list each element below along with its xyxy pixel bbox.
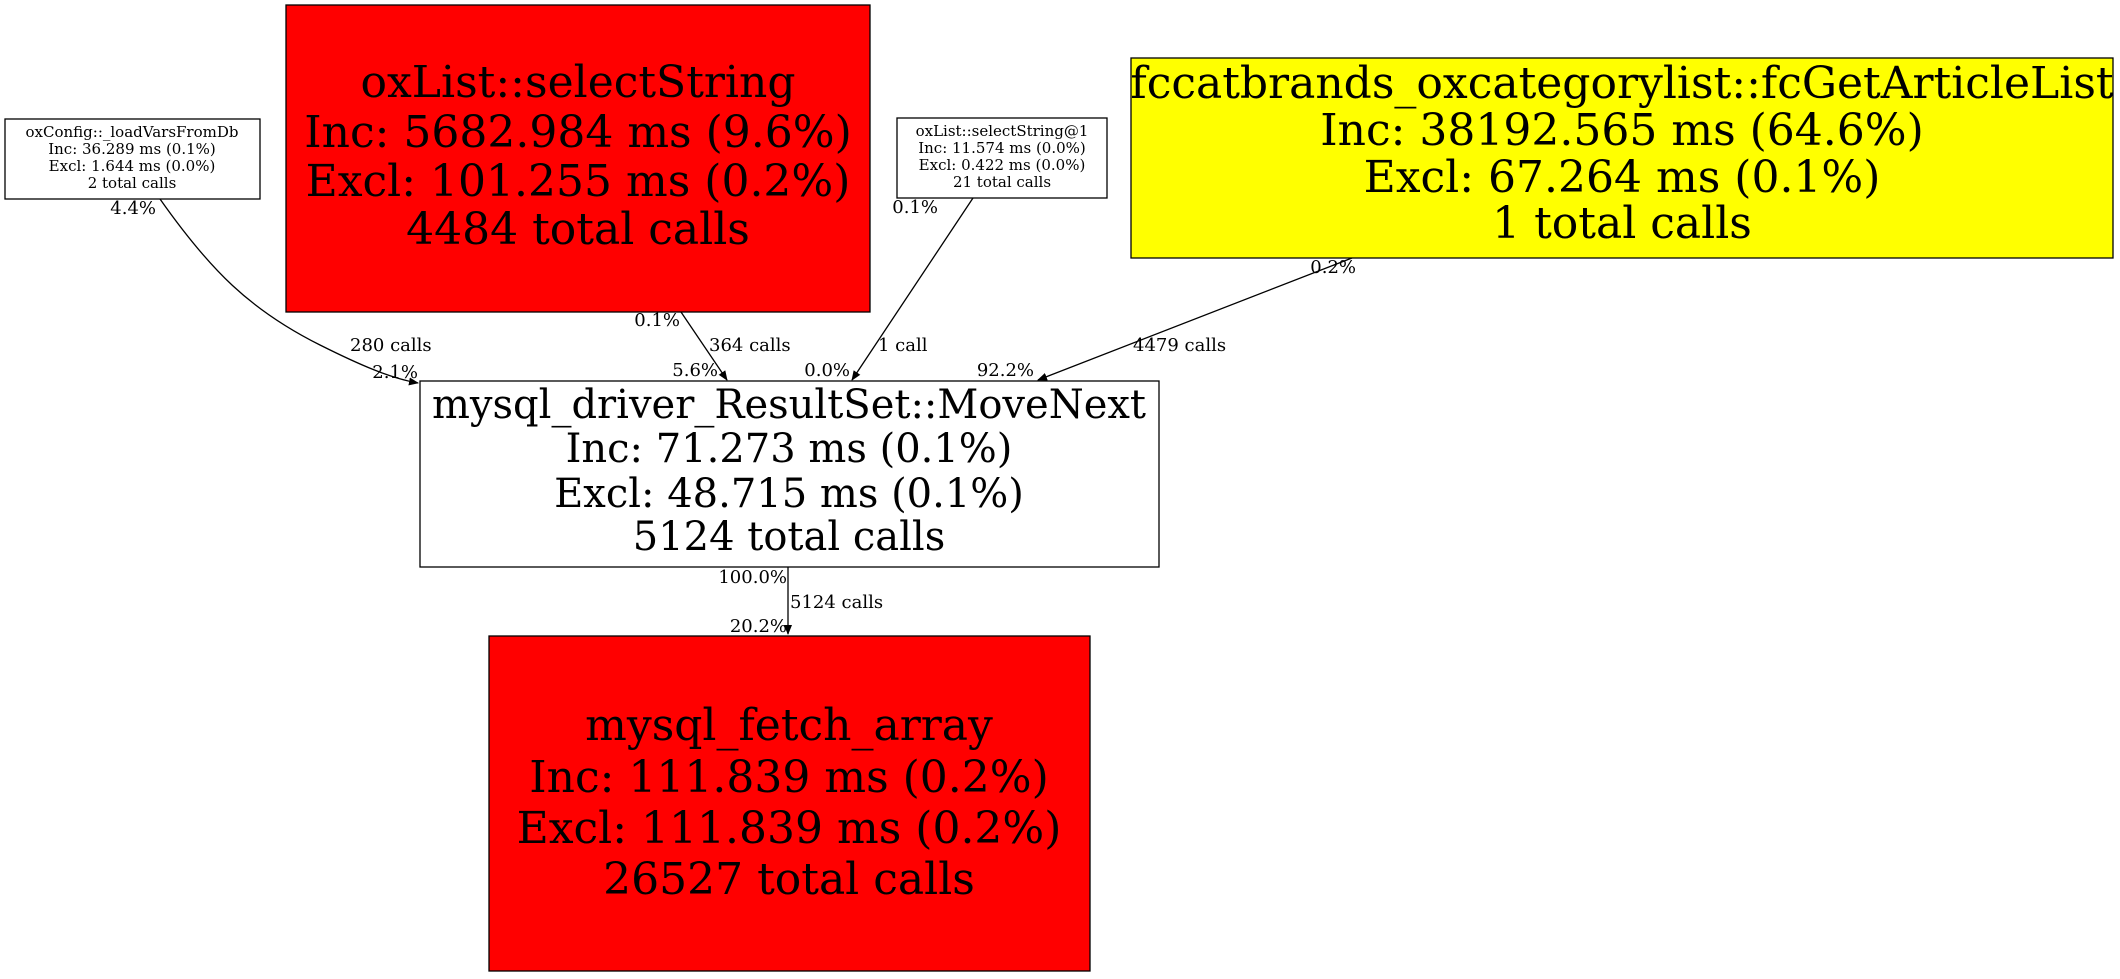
node-exclusive-time: Excl: 101.255 ms (0.2%) [306, 156, 851, 207]
edge-calls-label: 280 calls [350, 335, 432, 356]
edge-tail-label: 0.1% [892, 197, 938, 218]
node-total-calls: 26527 total calls [603, 854, 975, 905]
node-getarticlelist[interactable]: fccatbrands_oxcategorylist::fcGetArticle… [1130, 57, 2114, 259]
edge-selectstring-movenext [680, 311, 728, 381]
node-exclusive-time: Excl: 0.422 ms (0.0%) [919, 156, 1086, 174]
node-function-name: oxConfig::_loadVarsFromDb [26, 123, 239, 141]
node-exclusive-time: Excl: 67.264 ms (0.1%) [1364, 152, 1881, 203]
node-inclusive-time: Inc: 5682.984 ms (9.6%) [304, 107, 852, 158]
edge-head-label: 0.0% [804, 360, 850, 381]
node-function-name: fccatbrands_oxcategorylist::fcGetArticle… [1130, 58, 2113, 109]
node-fetcharray[interactable]: mysql_fetch_array Inc: 111.839 ms (0.2%)… [488, 635, 1091, 972]
node-function-name: oxList::selectString@1 [916, 122, 1089, 140]
node-exclusive-time: Excl: 111.839 ms (0.2%) [517, 803, 1062, 854]
edge-tail-label: 0.2% [1310, 257, 1356, 278]
edge-head-label: 2.1% [372, 362, 418, 383]
edge-head-label: 92.2% [977, 360, 1034, 381]
node-inclusive-time: Inc: 38192.565 ms (64.6%) [1320, 105, 1924, 156]
node-box [285, 4, 871, 313]
node-selectstring-1[interactable]: oxList::selectString@1 Inc: 11.574 ms (0… [896, 117, 1108, 199]
edge-head-label: 5.6% [672, 360, 718, 381]
edge-calls-label: 5124 calls [790, 592, 883, 613]
node-total-calls: 1 total calls [1492, 198, 1752, 249]
node-total-calls: 4484 total calls [406, 204, 750, 255]
node-exclusive-time: Excl: 48.715 ms (0.1%) [554, 471, 1024, 517]
node-box [419, 380, 1160, 568]
node-selectstring[interactable]: oxList::selectString Inc: 5682.984 ms (9… [285, 4, 871, 313]
edge-getarticlelist-movenext [1037, 257, 1353, 381]
edge-selectstring1-movenext [851, 197, 974, 381]
node-loadvarsfromdb[interactable]: oxConfig::_loadVarsFromDb Inc: 36.289 ms… [4, 118, 261, 200]
node-box [896, 117, 1108, 199]
node-exclusive-time: Excl: 1.644 ms (0.0%) [49, 157, 216, 175]
edge-loadvars-movenext [159, 198, 419, 386]
node-inclusive-time: Inc: 111.839 ms (0.2%) [529, 752, 1049, 803]
node-total-calls: 5124 total calls [633, 514, 945, 560]
edge-calls-label: 1 call [878, 335, 928, 356]
edge-tail-label: 0.1% [634, 310, 680, 331]
node-inclusive-time: Inc: 71.273 ms (0.1%) [566, 426, 1013, 472]
node-box [488, 635, 1091, 972]
edge-calls-label: 364 calls [709, 335, 791, 356]
edge-tail-label: 4.4% [110, 198, 156, 219]
edge-tail-label: 100.0% [718, 567, 787, 588]
edge-head-label: 20.2% [730, 616, 787, 637]
node-movenext[interactable]: mysql_driver_ResultSet::MoveNext Inc: 71… [419, 380, 1160, 568]
edge-calls-label: 4479 calls [1133, 335, 1226, 356]
node-function-name: mysql_driver_ResultSet::MoveNext [432, 382, 1146, 428]
node-function-name: mysql_fetch_array [585, 700, 993, 751]
node-box [4, 118, 261, 200]
node-inclusive-time: Inc: 11.574 ms (0.0%) [918, 139, 1086, 157]
node-total-calls: 21 total calls [953, 173, 1051, 191]
node-box [1130, 57, 2114, 259]
node-inclusive-time: Inc: 36.289 ms (0.1%) [48, 140, 216, 158]
node-total-calls: 2 total calls [88, 174, 177, 192]
node-function-name: oxList::selectString [361, 57, 796, 108]
